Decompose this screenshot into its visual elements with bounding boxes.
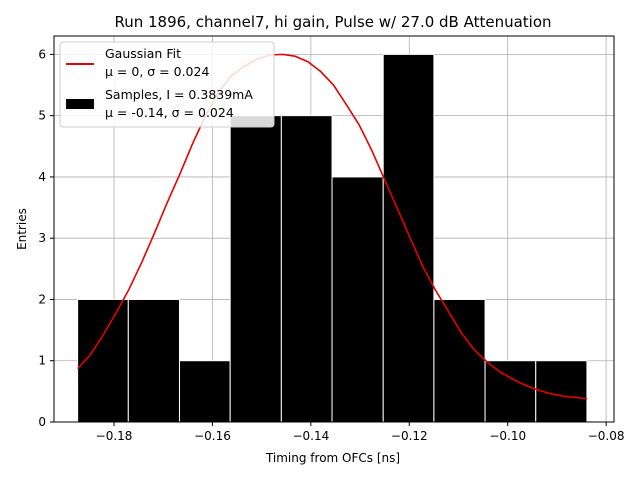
legend-samples-stats: μ = -0.14, σ = 0.024 — [105, 105, 234, 120]
histogram-bar-5 — [331, 176, 384, 423]
histogram-bar-4 — [280, 115, 333, 423]
plot-frame — [53, 35, 615, 423]
y-tick-label-6: 6 — [38, 47, 46, 61]
legend: Gaussian Fit μ = 0, σ = 0.024 Samples, I… — [59, 41, 275, 128]
x-tick-label-0: −0.18 — [96, 429, 133, 443]
legend-samples-swatch — [66, 99, 94, 109]
histogram-bar-6 — [382, 53, 435, 423]
x-axis-ticks: −0.18 −0.16 −0.14 −0.12 −0.10 −0.08 — [96, 422, 625, 443]
histogram-bar-8 — [484, 360, 537, 423]
x-axis-label: Timing from OFCs [ns] — [265, 451, 400, 465]
y-tick-label-2: 2 — [38, 292, 46, 306]
y-tick-label-4: 4 — [38, 170, 46, 184]
legend-samples-label: Samples, I = 0.3839mA — [105, 87, 253, 102]
histogram-bar-3 — [229, 115, 282, 423]
gaussian-fit-line — [77, 53, 588, 400]
x-tick-label-5: −0.08 — [588, 429, 625, 443]
legend-fit-stats: μ = 0, σ = 0.024 — [105, 64, 209, 79]
x-tick-label-1: −0.16 — [194, 429, 231, 443]
gaussian-fit — [77, 53, 588, 400]
x-tick-label-2: −0.14 — [292, 429, 329, 443]
y-tick-label-0: 0 — [38, 415, 46, 429]
histogram-bar-7 — [433, 298, 486, 423]
y-tick-label-5: 5 — [38, 109, 46, 123]
y-tick-label-3: 3 — [38, 231, 46, 245]
histogram-bars — [77, 53, 588, 423]
legend-box — [59, 41, 275, 128]
x-tick-label-3: −0.12 — [391, 429, 428, 443]
y-axis-ticks: 0 1 2 3 4 5 6 — [38, 47, 54, 429]
legend-fit-label: Gaussian Fit — [105, 46, 181, 61]
x-tick-label-4: −0.10 — [489, 429, 526, 443]
histogram-bar-1 — [127, 298, 180, 423]
y-tick-label-1: 1 — [38, 354, 46, 368]
y-axis-label: Entries — [15, 208, 29, 250]
chart-title: Run 1896, channel7, hi gain, Pulse w/ 27… — [114, 13, 551, 31]
histogram-bar-2 — [178, 360, 231, 423]
